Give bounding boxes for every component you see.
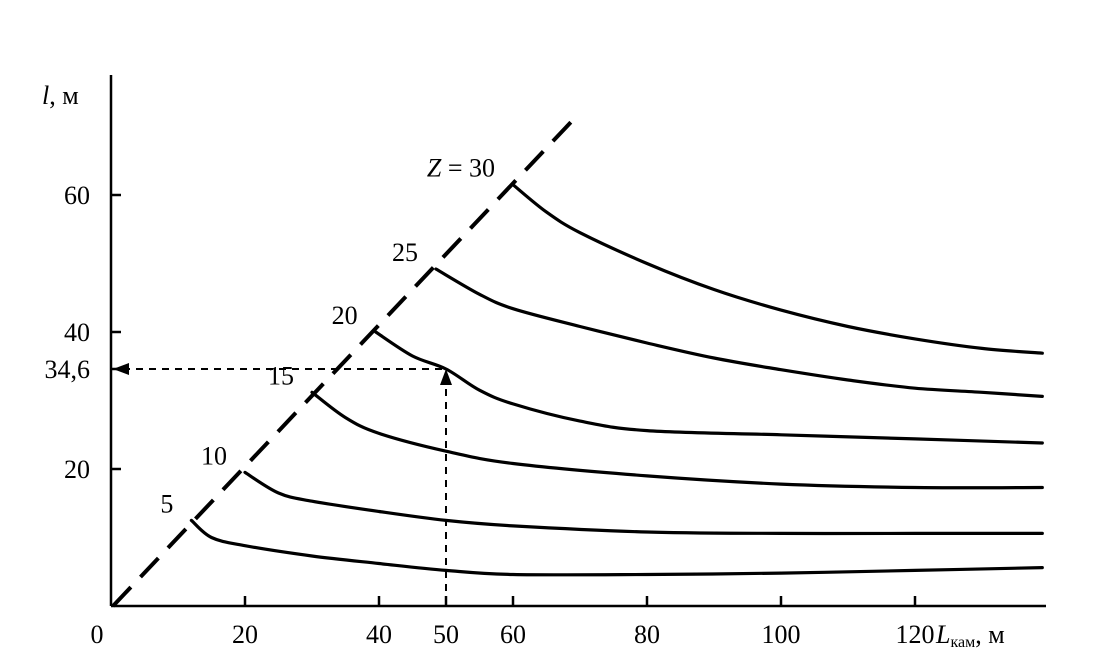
x-ticks: 0 20 40 50 60 80 100 120: [91, 596, 935, 649]
series-group: [189, 183, 1044, 577]
y-tick-label: 20: [64, 455, 90, 484]
curve-label-z-10: 10: [201, 441, 227, 470]
y-tick-label: 60: [64, 181, 90, 210]
reading-guide: [113, 362, 452, 604]
x-tick-label: 20: [232, 620, 258, 649]
y-axis-label: l, м: [42, 81, 79, 110]
series-curve-z-25: [434, 267, 1044, 398]
curve-labels: 5 10 15 20 25 Z = 30: [160, 154, 495, 519]
series-curve-z-15: [310, 390, 1044, 490]
curve-label-z-20: 20: [332, 301, 358, 330]
curve-label-z-30: Z = 30: [427, 154, 495, 183]
x-tick-label: 120: [896, 620, 935, 649]
x-axis-label-main: L: [935, 620, 950, 649]
axes: [109, 75, 1046, 608]
y-axis-label-main: l: [42, 81, 49, 110]
x-axis-label: Lкам, м: [935, 620, 1005, 651]
curve-label-z-5: 5: [160, 489, 173, 518]
y-axis-label-unit: , м: [49, 81, 78, 110]
x-axis-label-unit: , м: [975, 620, 1004, 649]
y-ticks: 20 34,6 40 60: [45, 181, 121, 484]
x-tick-label: 80: [634, 620, 660, 649]
curve-label-z-15: 15: [268, 361, 294, 390]
x-tick-label: 40: [366, 620, 392, 649]
series-curve-z-10: [243, 470, 1044, 536]
boundary-line: [111, 118, 575, 608]
x-axis-label-sub: кам: [950, 634, 975, 651]
series-curve-z-5: [189, 518, 1044, 577]
y-tick-label: 40: [64, 318, 90, 347]
x-tick-label: 50: [433, 620, 459, 649]
x-tick-label: 100: [762, 620, 801, 649]
x-tick-label: 60: [500, 620, 526, 649]
series-curve-z-30: [511, 183, 1044, 355]
curve-label-z-25: 25: [392, 238, 418, 267]
x-tick-label: 0: [91, 620, 104, 649]
series-curve-z-20: [374, 330, 1044, 445]
y-tick-label: 34,6: [45, 355, 91, 384]
